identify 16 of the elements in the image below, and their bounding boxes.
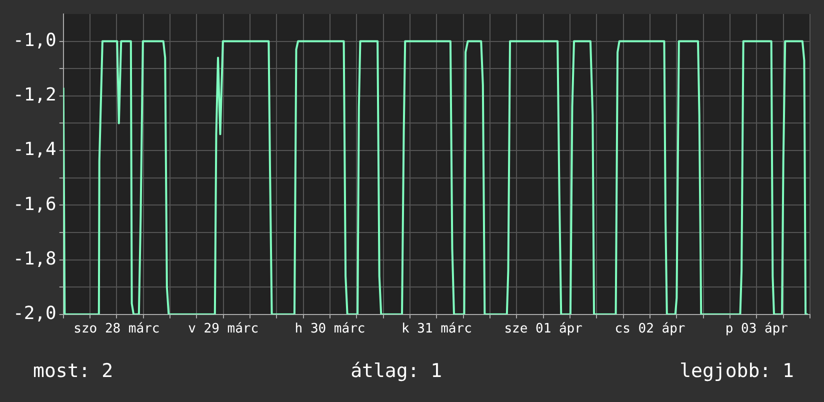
y-tick-label: -1,8: [12, 248, 56, 270]
x-tick-label: sze 01 ápr: [504, 322, 583, 337]
x-tick-label: h 30 márc: [294, 322, 366, 337]
y-tick-label: -1,0: [12, 30, 56, 51]
x-tick-label: szo 28 márc: [74, 322, 160, 337]
x-tick-label: k 31 márc: [401, 322, 472, 337]
text: legjobb: 1: [680, 360, 794, 382]
y-tick-label: -1,2: [12, 84, 56, 106]
y-tick-label: -2,0: [12, 303, 56, 324]
y-tick-label: -1,6: [12, 194, 56, 215]
text: most: 2: [33, 360, 114, 382]
x-tick-label: v 29 márc: [188, 322, 259, 337]
x-tick-label: p 03 ápr: [725, 322, 788, 337]
text: átlag: 1: [350, 360, 442, 382]
y-tick-label: -1,4: [12, 139, 56, 160]
x-tick-label: cs 02 ápr: [614, 322, 686, 337]
